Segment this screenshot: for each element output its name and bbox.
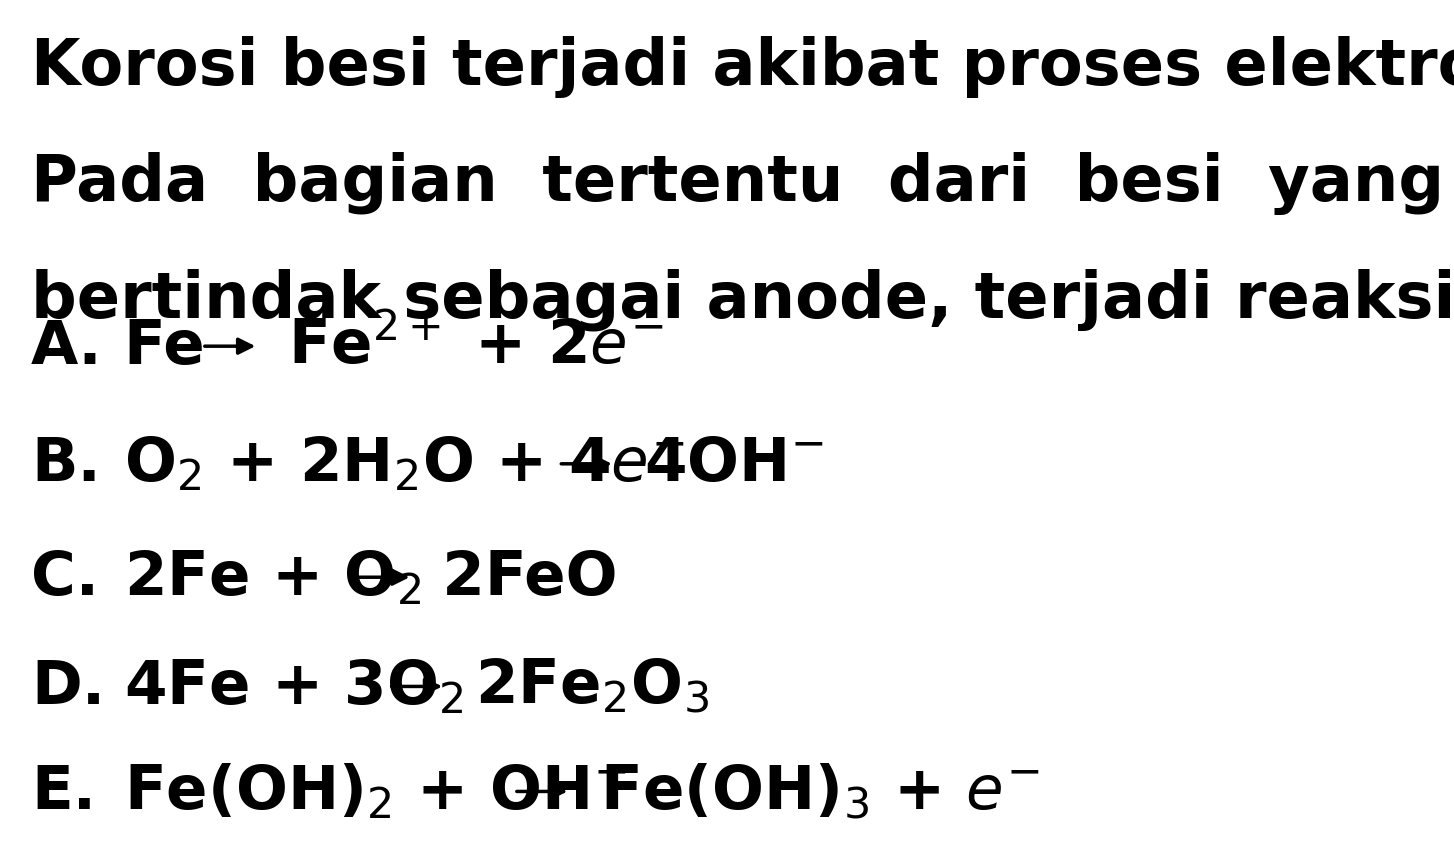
Text: Fe(OH)$_{2}$ + OH$^{-}$: Fe(OH)$_{2}$ + OH$^{-}$ <box>124 762 632 821</box>
Text: D.: D. <box>31 657 105 717</box>
Text: Korosi besi terjadi akibat proses elektrokimia.: Korosi besi terjadi akibat proses elektr… <box>31 37 1454 98</box>
Text: C.: C. <box>31 548 99 607</box>
Text: B.: B. <box>31 435 100 494</box>
Text: 2FeO: 2FeO <box>422 548 618 607</box>
Text: Fe(OH)$_{3}$ + $e^{-}$: Fe(OH)$_{3}$ + $e^{-}$ <box>579 762 1040 821</box>
Text: Fe: Fe <box>124 317 225 376</box>
Text: 4Fe + 3O$_{2}$: 4Fe + 3O$_{2}$ <box>124 657 470 717</box>
Text: Fe$^{2+}$ + 2$e^{-}$: Fe$^{2+}$ + 2$e^{-}$ <box>268 317 663 376</box>
Text: O$_{2}$ + 2H$_{2}$O + 4$e^{-}$: O$_{2}$ + 2H$_{2}$O + 4$e^{-}$ <box>124 435 691 494</box>
Text: Pada  bagian  tertentu  dari  besi  yang: Pada bagian tertentu dari besi yang <box>31 152 1444 215</box>
Text: bertindak sebagai anode, terjadi reaksi . . . .: bertindak sebagai anode, terjadi reaksi … <box>31 268 1454 330</box>
Text: 2Fe + O$_{2}$: 2Fe + O$_{2}$ <box>124 548 426 607</box>
Text: E.: E. <box>31 762 96 821</box>
Text: 2Fe$_{2}$O$_{3}$: 2Fe$_{2}$O$_{3}$ <box>454 657 708 717</box>
Text: A.: A. <box>31 317 103 376</box>
Text: 4OH$^{-}$: 4OH$^{-}$ <box>624 435 824 494</box>
